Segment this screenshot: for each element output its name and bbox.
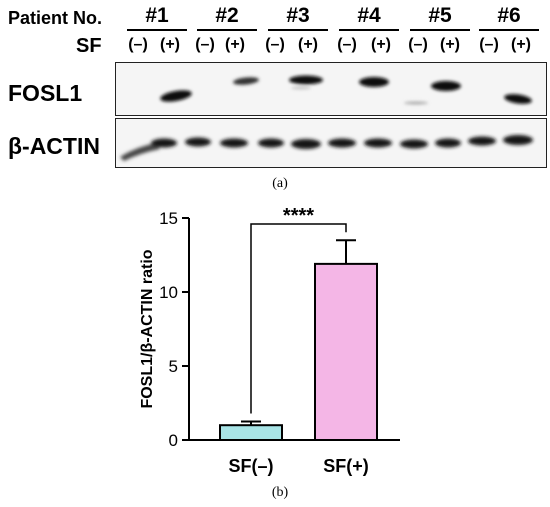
patient-number-3: #3 <box>286 4 310 27</box>
y-tick-label: 15 <box>159 209 178 228</box>
lane-sign-8: (+) <box>371 36 391 53</box>
lane-sign-11: (–) <box>479 36 499 53</box>
lane-sign-5: (–) <box>265 36 285 53</box>
significance-bracket <box>250 223 347 414</box>
bar-sf+ <box>314 262 378 441</box>
fosl1-row-label: FOSL1 <box>8 80 83 106</box>
patient-number-1: #1 <box>145 4 169 27</box>
lane-sign-7: (–) <box>337 36 357 53</box>
fosl1-bands <box>160 75 532 105</box>
lane-sign-9: (–) <box>408 36 428 53</box>
patient-number-4: #4 <box>357 4 381 27</box>
lane-sign-4: (+) <box>225 36 245 53</box>
x-tick-label: SF(–) <box>229 456 274 476</box>
y-tick-label: 10 <box>159 283 178 302</box>
patient-number-6: #6 <box>497 4 521 27</box>
lane-sign-10: (+) <box>440 36 460 53</box>
fosl1-blot-image <box>115 62 547 116</box>
lane-sign-1: (–) <box>128 36 148 53</box>
patient-underline-2 <box>197 29 257 31</box>
beta-actin-bands <box>120 135 533 161</box>
lane-sign-2: (+) <box>160 36 180 53</box>
sf-header: SF <box>76 35 102 57</box>
panel-a-caption: (a) <box>272 176 288 191</box>
patient-number-header: Patient No. <box>8 8 103 28</box>
lane-sign-12: (+) <box>511 36 531 53</box>
patient-number-5: #5 <box>428 4 452 27</box>
patient-underline-3 <box>268 29 328 31</box>
y-tick-label: 0 <box>169 431 178 450</box>
patient-underline-4 <box>339 29 399 31</box>
y-tick-label: 5 <box>169 357 178 376</box>
fosl1-ratio-bar-chart: 0 5 10 15 FOSL1/β-ACTIN ratio SF(–) SF(+) **** <box>139 205 400 476</box>
patient-underline-6 <box>479 29 539 31</box>
x-tick-label: SF(+) <box>323 456 369 476</box>
beta-actin-blot-image <box>115 118 547 168</box>
patient-underline-5 <box>410 29 470 31</box>
y-axis-label: FOSL1/β-ACTIN ratio <box>139 249 156 408</box>
lane-sign-3: (–) <box>195 36 215 53</box>
significance-stars: **** <box>283 205 314 227</box>
lane-sign-6: (+) <box>298 36 318 53</box>
bar-sf <box>219 424 283 441</box>
patient-number-2: #2 <box>215 4 239 27</box>
beta-actin-row-label: β-ACTIN <box>8 133 100 159</box>
patient-underline-1 <box>127 29 187 31</box>
panel-b-caption: (b) <box>271 485 289 500</box>
